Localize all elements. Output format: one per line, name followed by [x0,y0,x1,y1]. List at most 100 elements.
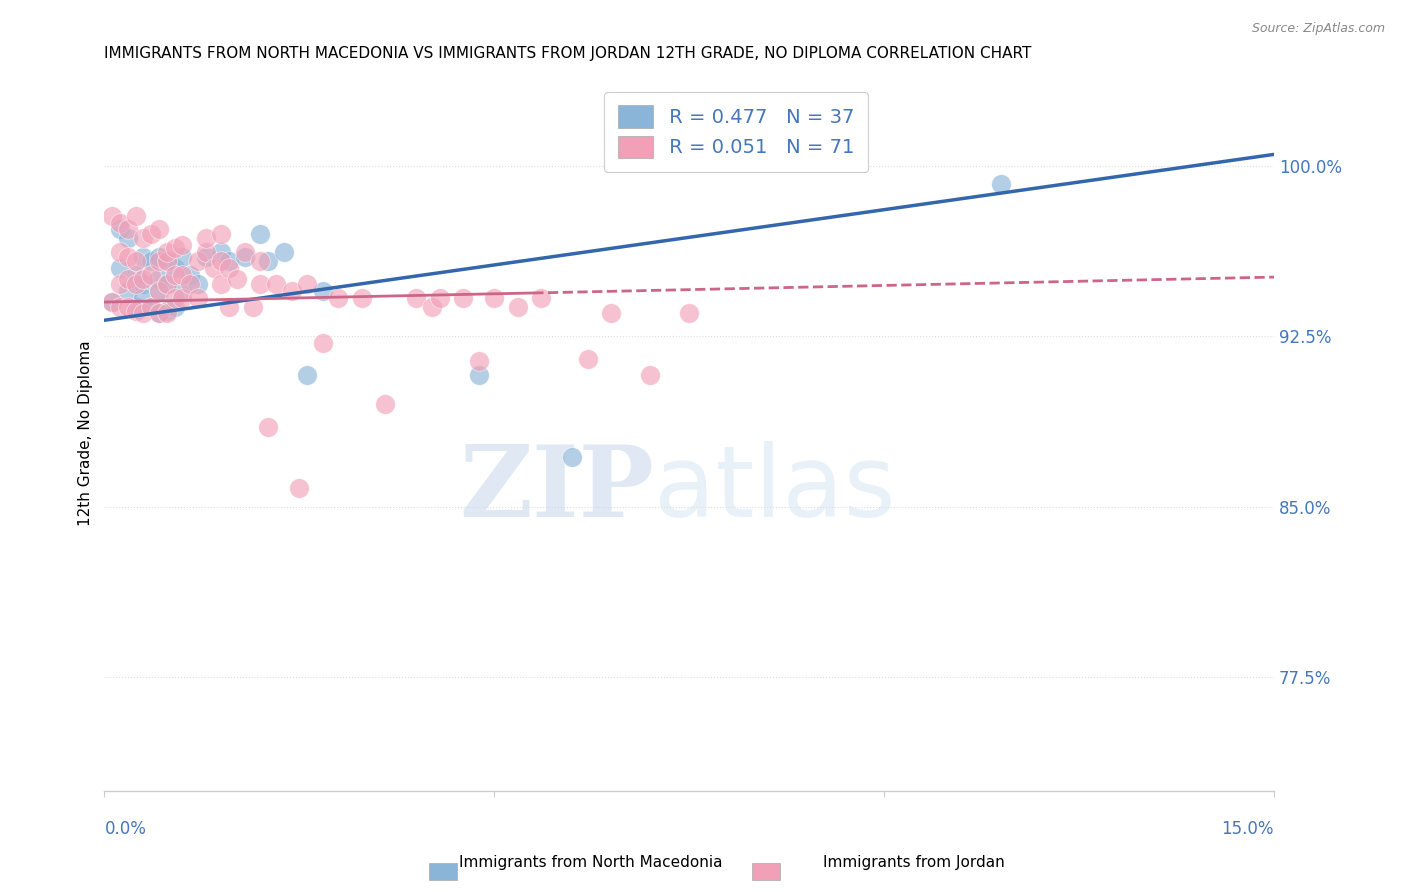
Point [163,260,186,275]
Point [108,260,131,275]
Text: IMMIGRANTS FROM NORTH MACEDONIA VS IMMIGRANTS FROM JORDAN 12TH GRADE, NO DIPLOMA: IMMIGRANTS FROM NORTH MACEDONIA VS IMMIG… [104,46,1032,62]
Point [148,284,170,298]
Point [156,306,179,320]
Point [312,284,335,298]
Text: 0.0%: 0.0% [104,820,146,838]
Point [117,222,139,236]
Point [141,254,163,268]
Point [156,254,179,268]
Point [678,306,700,320]
Point [484,291,506,305]
Point [451,291,474,305]
Point [141,300,163,314]
Point [257,420,280,434]
Y-axis label: 12th Grade, No Diploma: 12th Grade, No Diploma [79,340,93,525]
Point [124,300,146,314]
Point [467,354,489,368]
Point [179,277,201,291]
Point [132,250,155,264]
Point [117,231,139,245]
Point [108,277,131,291]
Point [209,254,232,268]
Point [124,268,146,282]
Point [172,268,194,282]
Point [124,254,146,268]
Point [530,291,553,305]
Point [249,227,271,241]
Point [156,245,179,260]
Point [218,260,240,275]
Point [172,238,194,252]
Point [209,245,232,260]
Point [172,291,194,305]
Point [163,268,186,282]
Text: Immigrants from Jordan: Immigrants from Jordan [823,855,1005,870]
Point [108,300,131,314]
Point [202,260,225,275]
Point [132,277,155,291]
Text: ZIP: ZIP [460,442,654,539]
Point [288,481,311,495]
Text: 15.0%: 15.0% [1222,820,1274,838]
Point [124,304,146,318]
Point [148,284,170,298]
Point [156,304,179,318]
Point [209,277,232,291]
Text: Source: ZipAtlas.com: Source: ZipAtlas.com [1251,22,1385,36]
Point [117,284,139,298]
Point [148,306,170,320]
Point [600,306,623,320]
Point [172,284,194,298]
Point [117,250,139,264]
Point [148,250,170,264]
Point [163,241,186,255]
Point [156,277,179,291]
Point [350,291,373,305]
Point [328,291,350,305]
Point [148,272,170,286]
Point [124,209,146,223]
Point [374,397,396,411]
Point [506,300,529,314]
Point [156,277,179,291]
Point [132,306,155,320]
Point [117,300,139,314]
Point [280,284,302,298]
Point [148,222,170,236]
Point [117,272,139,286]
Point [141,268,163,282]
Point [156,254,179,268]
Point [209,227,232,241]
Point [187,277,209,291]
Point [194,250,217,264]
Point [132,291,155,305]
Point [108,216,131,230]
Point [132,231,155,245]
Point [101,295,124,310]
Point [187,291,209,305]
Point [249,254,271,268]
Point [163,291,186,305]
Point [257,254,280,268]
Point [429,291,451,305]
Point [467,368,489,382]
Point [273,245,295,260]
Text: atlas: atlas [654,442,896,539]
Point [218,254,240,268]
Point [990,177,1012,191]
Point [163,300,186,314]
Point [242,300,264,314]
Point [295,277,318,291]
Point [405,291,427,305]
Point [638,368,661,382]
Point [108,222,131,236]
Text: Immigrants from North Macedonia: Immigrants from North Macedonia [458,855,723,870]
Point [101,295,124,310]
Point [233,245,256,260]
Legend:  R = 0.477   N = 37,  R = 0.051   N = 71: R = 0.477 N = 37, R = 0.051 N = 71 [605,92,868,171]
Point [233,250,256,264]
Point [312,335,335,350]
Point [420,300,443,314]
Point [108,245,131,260]
Point [179,268,201,282]
